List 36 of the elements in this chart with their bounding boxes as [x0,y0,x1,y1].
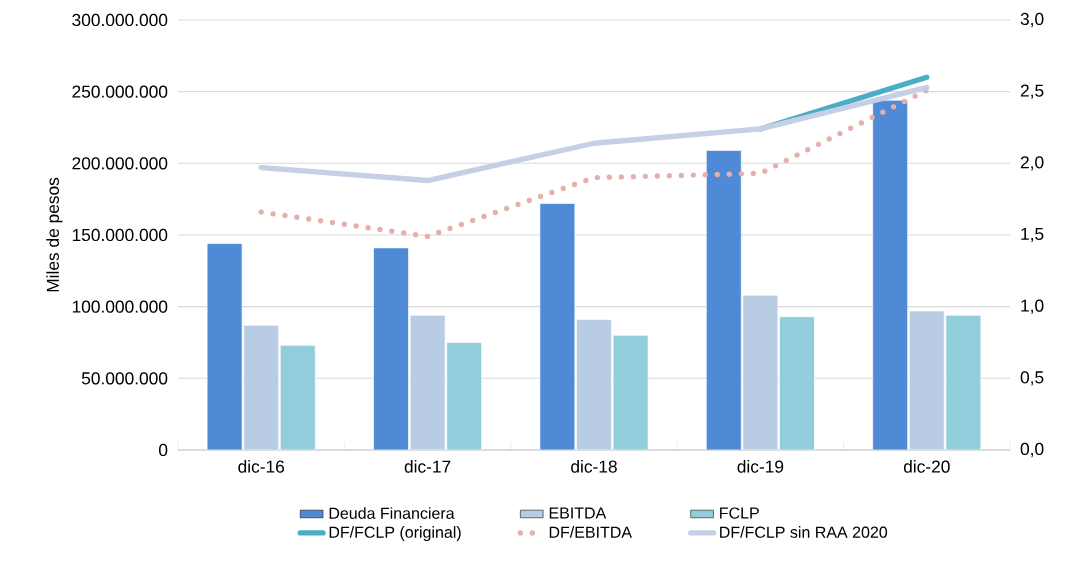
bar [945,314,982,450]
y2-tick-label: 0,0 [1020,442,1044,458]
y-tick-label: 0 [158,443,168,457]
legend-label: EBITDA [549,507,607,519]
x-tick-label: dic-19 [737,460,784,473]
y-tick-label: 300.000.000 [72,13,168,27]
y-tick-label: 50.000.000 [81,372,168,385]
x-tick-label: dic-17 [404,460,451,473]
bar [576,319,612,450]
bar [908,310,945,450]
x-tick-label: dic-18 [571,460,617,473]
y-tick-label: 150.000.000 [72,228,168,242]
legend-label: DF/EBITDA [549,526,633,538]
bar [409,314,446,450]
bar [280,345,316,450]
x-tick-label: dic-20 [903,460,950,473]
bar [742,294,779,450]
legend-label: FCLP [720,507,759,519]
legend-label: Deuda Financiera [329,507,455,519]
bar [612,334,649,450]
y2-tick-label: 2,5 [1020,84,1044,99]
y2-tick-label: 1,0 [1021,299,1044,314]
bar [243,324,280,450]
bar [446,342,483,450]
y-tick-label: 250.000.000 [72,85,168,98]
y2-tick-label: 1,5 [1021,227,1044,243]
x-tick-label: dic-16 [238,460,285,473]
y-axis-title: Miles de pesos [46,177,63,292]
y2-tick-label: 3,0 [1020,12,1044,28]
y2-tick-label: 0,5 [1020,371,1044,386]
legend-label: DF/FCLP (original) [329,526,461,542]
y-tick-label: 200.000.000 [72,157,168,170]
bar [779,316,815,450]
y2-tick-label: 2,0 [1020,156,1044,171]
legend-label: DF/FCLP sin RAA 2020 [720,526,888,538]
y-tick-label: 100.000.000 [72,300,168,313]
